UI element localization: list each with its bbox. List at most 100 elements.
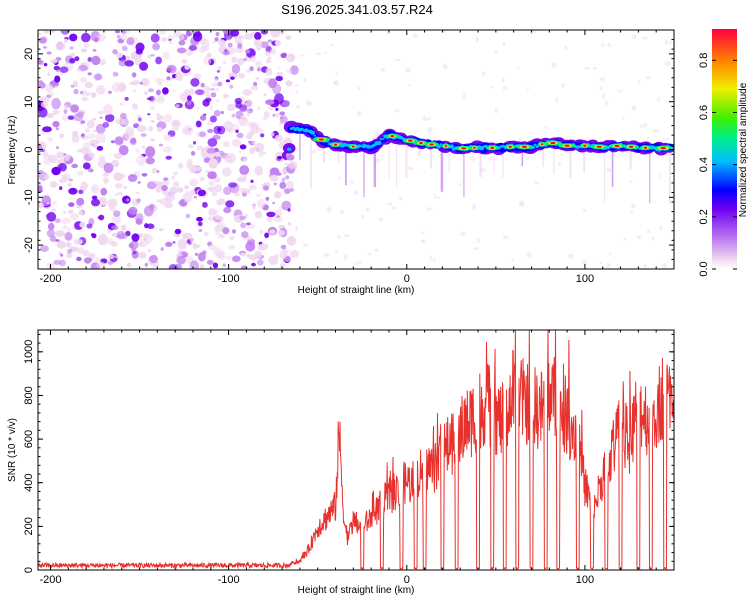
- spectrogram-faint-speck: [659, 226, 663, 231]
- spectrogram-noise-blob: [277, 156, 283, 160]
- spectrogram-noise-blob: [108, 90, 112, 94]
- spectrogram-noise-blob: [163, 134, 173, 142]
- spectrogram-faint-speck: [604, 100, 609, 106]
- spectrogram-faint-speck: [526, 251, 532, 258]
- spectrogram-noise-blob: [112, 71, 119, 77]
- spectrogram-faint-speck: [407, 166, 414, 171]
- spectrogram-noise-blob: [288, 161, 297, 170]
- spectrogram-faint-speck: [336, 235, 342, 239]
- spectrogram-noise-blob: [115, 255, 119, 258]
- snr-frame: [37, 329, 675, 571]
- spectrogram-noise-blob: [225, 200, 235, 208]
- spectrogram-noise-blob: [76, 170, 84, 176]
- spectrogram-x-tick-label: -100: [218, 273, 240, 285]
- spectrogram-noise-blob: [274, 113, 280, 118]
- spectrogram-noise-blob: [80, 91, 84, 95]
- spectrogram-noise-blob: [192, 31, 203, 42]
- spectrogram-noise-blob: [163, 113, 173, 123]
- spectrogram-hotspot-red: [628, 145, 634, 148]
- spectrogram-noise-blob: [237, 43, 243, 49]
- spectrogram-faint-speck: [661, 262, 668, 268]
- snr-line: [38, 330, 674, 570]
- spectrogram-faint-speck: [629, 180, 633, 184]
- spectrogram-noise-blob: [123, 185, 128, 190]
- spectrogram-noise-blob: [253, 39, 262, 47]
- spectrogram-noise-blob: [64, 231, 73, 241]
- spectrogram-noise-blob: [51, 208, 56, 212]
- spectrogram-noise-blob: [286, 235, 296, 246]
- spectrogram-noise-blob: [272, 201, 276, 205]
- snr-y-label: SNR (10 * v/v): [7, 418, 18, 482]
- spectrogram-noise-blob: [265, 59, 272, 64]
- spectrogram-noise-blob: [190, 78, 200, 87]
- spectrogram-noise-blob: [265, 196, 270, 201]
- spectrogram-noise-blob: [158, 30, 167, 35]
- spectrogram-noise-blob: [192, 242, 198, 248]
- spectrogram-y-tick-label: 20: [23, 48, 35, 60]
- spectrogram-noise-blob: [38, 170, 44, 174]
- spectrogram-x-label: Height of straight line (km): [298, 285, 415, 296]
- spectrogram-noise-blob: [265, 99, 275, 105]
- spectrogram-noise-blob: [276, 30, 286, 36]
- spectrogram-noise-blob: [96, 85, 106, 95]
- spectrogram-noise-blob: [80, 120, 86, 124]
- spectrogram-noise-blob: [241, 265, 248, 269]
- spectrogram-faint-speck: [623, 237, 627, 241]
- spectrogram-noise-blob: [80, 77, 87, 83]
- spectrogram-faint-speck: [511, 258, 515, 262]
- spectrogram-faint-speck: [607, 42, 611, 47]
- spectrogram-noise-blob: [137, 181, 141, 184]
- spectrogram-faint-speck: [601, 93, 606, 99]
- spectrogram-noise-blob: [223, 186, 232, 195]
- spectrogram-faint-speck: [294, 133, 299, 136]
- spectrogram-ridge-cyan: [296, 126, 300, 129]
- spectrogram-noise-blob: [86, 133, 97, 140]
- spectrogram-noise-blob: [199, 46, 207, 53]
- spectrogram-noise-blob: [206, 147, 217, 154]
- spectrogram-faint-speck: [442, 63, 448, 70]
- spectrogram-noise-blob: [132, 89, 137, 92]
- spectrogram-noise-blob: [249, 147, 256, 154]
- spectrogram-noise-blob: [281, 168, 287, 174]
- spectrogram-noise-blob: [162, 87, 169, 95]
- spectrogram-noise-blob: [265, 67, 273, 76]
- colorbar-gradient: [712, 29, 737, 269]
- spectrogram-noise-blob: [140, 78, 150, 87]
- spectrogram-faint-speck: [526, 87, 529, 91]
- spectrogram-hotspot-red: [564, 144, 570, 147]
- spectrogram-noise-blob: [227, 103, 236, 112]
- spectrogram-noise-blob: [111, 232, 118, 237]
- spectrogram-noise-blob: [99, 116, 103, 119]
- spectrogram-noise-blob: [135, 148, 140, 154]
- spectrogram-faint-speck: [335, 71, 338, 76]
- spectrogram-noise-blob: [220, 110, 224, 115]
- spectrogram-noise-blob: [52, 200, 57, 206]
- spectrogram-noise-blob: [274, 209, 283, 217]
- spectrogram-faint-speck: [490, 86, 494, 89]
- spectrogram-noise-blob: [247, 236, 253, 241]
- spectrogram-noise-blob: [70, 52, 76, 57]
- spectrogram-y-ticks: -20 -10 0 10 20: [23, 29, 674, 270]
- spectrogram-faint-speck: [299, 54, 305, 57]
- spectrogram-noise-blob: [157, 127, 163, 132]
- spectrogram-noise-blob: [56, 240, 66, 249]
- spectrogram-hotspot-red: [596, 145, 602, 148]
- spectrogram-noise-blob: [252, 204, 256, 209]
- spectrogram-noise-blob: [182, 232, 192, 240]
- spectrogram-noise-blob: [166, 76, 171, 81]
- spectrogram-noise-blob: [239, 215, 247, 220]
- spectrogram-noise-blob: [87, 72, 92, 76]
- spectrogram-noise-blob: [128, 206, 138, 215]
- spectrogram-faint-speck: [422, 231, 425, 234]
- spectrogram-faint-speck: [316, 52, 321, 56]
- spectrogram-noise-blob: [274, 191, 282, 199]
- spectrogram-faint-speck: [608, 252, 612, 255]
- spectrogram-noise-blob: [73, 88, 79, 95]
- spectrogram-faint-speck: [502, 41, 506, 46]
- spectrogram-noise-blob: [246, 69, 251, 74]
- spectrogram-noise-blob: [231, 64, 241, 74]
- spectrogram-noise-blob: [147, 54, 152, 59]
- spectrogram-faint-speck: [386, 31, 389, 36]
- spectrogram-noise-blob: [43, 30, 51, 34]
- spectrogram-noise-blob: [270, 132, 275, 137]
